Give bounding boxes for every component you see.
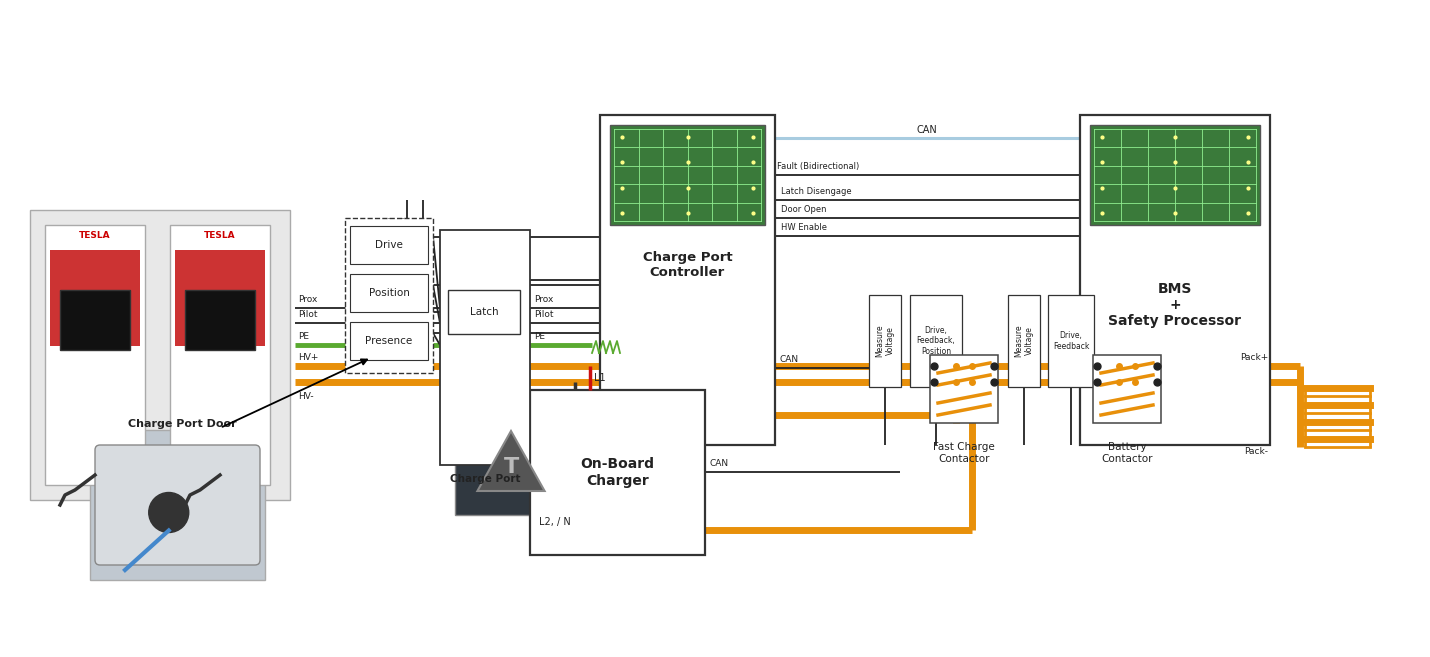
Text: T: T [503, 457, 519, 477]
Bar [930, 355, 998, 423]
Bar [1048, 295, 1094, 387]
Bar [350, 274, 428, 312]
Bar [611, 125, 765, 225]
Bar [909, 295, 962, 387]
Text: Pack+: Pack+ [1240, 353, 1268, 363]
Text: BMS
+
Safety Processor: BMS + Safety Processor [1108, 282, 1241, 328]
Bar [350, 226, 428, 264]
Text: Drive,
Feedback: Drive, Feedback [1052, 331, 1090, 351]
Text: Pilot: Pilot [533, 310, 553, 319]
Bar [869, 295, 901, 387]
Text: Prox: Prox [297, 295, 317, 304]
Text: Charge Port Door: Charge Port Door [127, 419, 236, 429]
Text: Pack-: Pack- [1244, 447, 1268, 457]
Text: On-Board
Charger: On-Board Charger [581, 457, 655, 487]
Text: Latch: Latch [469, 307, 498, 317]
Bar [455, 395, 568, 515]
Text: TESLA: TESLA [79, 231, 110, 240]
Bar [60, 290, 130, 350]
Text: Measure
Voltage: Measure Voltage [875, 325, 895, 357]
Text: Fault (Bidirectional): Fault (Bidirectional) [776, 162, 859, 171]
Bar [50, 250, 140, 346]
Text: PE: PE [533, 332, 545, 341]
Bar [1008, 295, 1040, 387]
Text: CAN: CAN [779, 355, 798, 364]
Text: Drive: Drive [375, 240, 403, 250]
Bar [1093, 355, 1161, 423]
Bar [90, 430, 265, 580]
Text: HV-: HV- [297, 392, 313, 401]
Text: Measure
Voltage: Measure Voltage [1014, 325, 1034, 357]
FancyBboxPatch shape [94, 445, 260, 565]
Bar [174, 250, 265, 346]
Text: Position: Position [369, 288, 409, 298]
Text: CAN: CAN [709, 459, 728, 468]
Bar [350, 322, 428, 360]
Bar [1090, 125, 1260, 225]
Text: L2, / N: L2, / N [539, 517, 571, 527]
Text: Presence: Presence [366, 336, 413, 346]
Text: Charge Port: Charge Port [450, 474, 521, 484]
Bar [601, 115, 775, 445]
Polygon shape [478, 431, 545, 491]
Text: PE: PE [297, 332, 309, 341]
Bar [448, 290, 521, 334]
Text: HV+: HV+ [297, 353, 319, 362]
Bar [170, 225, 270, 485]
Text: CAN: CAN [917, 125, 938, 135]
Text: Battery
Contactor: Battery Contactor [1101, 442, 1153, 464]
Text: Fast Charge
Contactor: Fast Charge Contactor [934, 442, 995, 464]
Bar [184, 290, 255, 350]
Circle shape [149, 493, 189, 533]
Text: Pilot: Pilot [297, 310, 317, 319]
Bar [44, 225, 144, 485]
Text: Drive,
Feedback,
Position: Drive, Feedback, Position [917, 326, 955, 356]
Text: Prox: Prox [533, 295, 553, 304]
Text: HW Enable: HW Enable [781, 223, 827, 232]
Text: Door Open: Door Open [781, 205, 827, 214]
Bar [30, 210, 290, 500]
Text: Latch Disengage: Latch Disengage [781, 187, 852, 196]
Bar [345, 218, 433, 373]
Bar [531, 390, 705, 555]
Text: L1: L1 [593, 373, 606, 383]
Bar [440, 230, 531, 465]
Bar [1080, 115, 1270, 445]
Text: TESLA: TESLA [204, 231, 236, 240]
Text: Charge Port
Controller: Charge Port Controller [642, 251, 732, 279]
